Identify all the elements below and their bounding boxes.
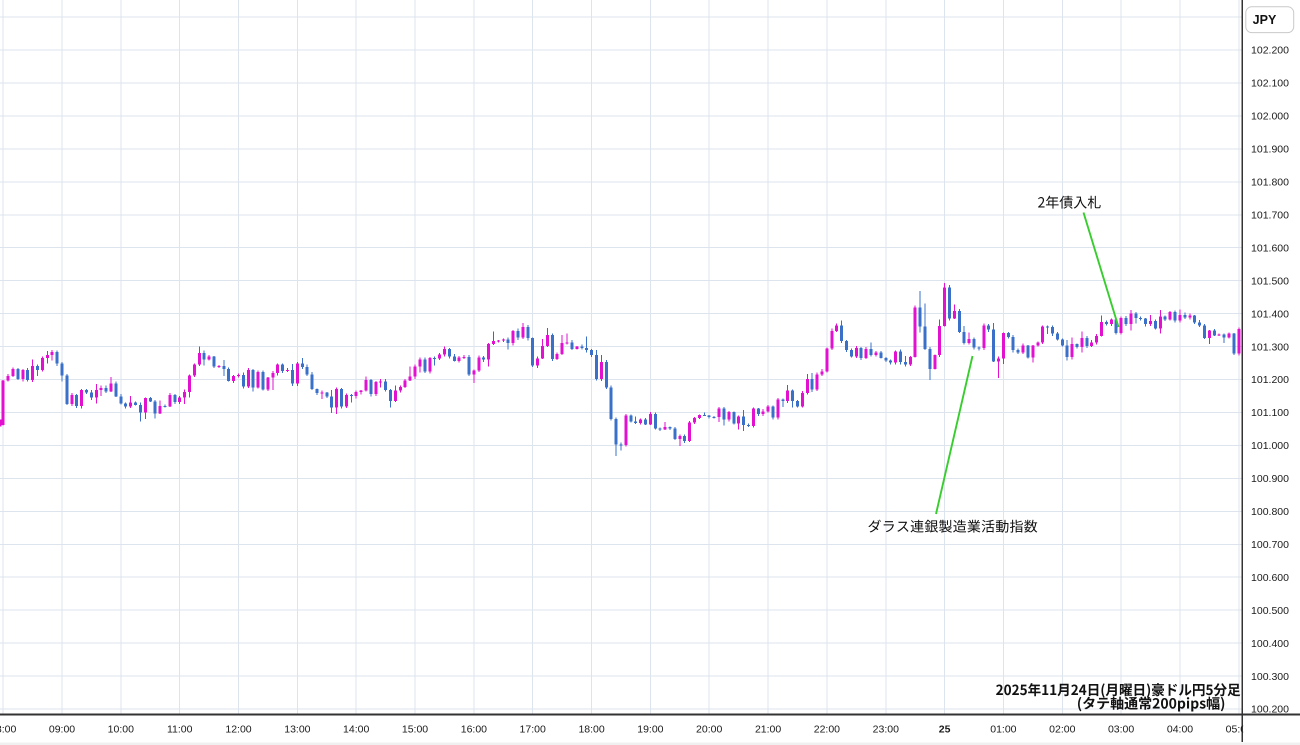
svg-text:16:00: 16:00 — [461, 724, 487, 736]
svg-text:14:00: 14:00 — [343, 724, 369, 736]
svg-text:100.400: 100.400 — [1251, 638, 1289, 650]
svg-text:101.300: 101.300 — [1251, 341, 1289, 353]
svg-text:101.700: 101.700 — [1251, 209, 1289, 221]
svg-text:100.600: 100.600 — [1251, 572, 1289, 584]
svg-text:13:00: 13:00 — [284, 724, 310, 736]
svg-text:100.700: 100.700 — [1251, 539, 1289, 551]
svg-text:22:00: 22:00 — [814, 724, 840, 736]
svg-text:09:00: 09:00 — [49, 724, 75, 736]
svg-text:12:00: 12:00 — [225, 724, 251, 736]
svg-text:101.200: 101.200 — [1251, 374, 1289, 386]
svg-text:04:00: 04:00 — [1167, 724, 1193, 736]
svg-text:08:00: 08:00 — [0, 724, 16, 736]
svg-text:102.200: 102.200 — [1251, 45, 1289, 57]
svg-text:100.500: 100.500 — [1251, 605, 1289, 617]
svg-text:23:00: 23:00 — [873, 724, 899, 736]
svg-text:JPY: JPY — [1253, 13, 1277, 27]
svg-text:101.800: 101.800 — [1251, 177, 1289, 189]
svg-text:03:00: 03:00 — [1108, 724, 1134, 736]
svg-text:100.200: 100.200 — [1251, 704, 1289, 716]
svg-text:18:00: 18:00 — [578, 724, 604, 736]
svg-text:101.000: 101.000 — [1251, 440, 1289, 452]
svg-text:101.900: 101.900 — [1251, 144, 1289, 156]
svg-text:02:00: 02:00 — [1049, 724, 1075, 736]
svg-text:100.300: 100.300 — [1251, 671, 1289, 683]
svg-text:102.100: 102.100 — [1251, 78, 1289, 90]
svg-text:101.500: 101.500 — [1251, 275, 1289, 287]
svg-text:11:00: 11:00 — [167, 724, 193, 736]
svg-text:101.100: 101.100 — [1251, 407, 1289, 419]
svg-text:20:00: 20:00 — [696, 724, 722, 736]
svg-text:10:00: 10:00 — [108, 724, 134, 736]
svg-text:05:00: 05:00 — [1226, 724, 1252, 736]
svg-text:25: 25 — [939, 724, 951, 736]
svg-text:100.800: 100.800 — [1251, 506, 1289, 518]
svg-text:15:00: 15:00 — [402, 724, 428, 736]
svg-text:102.000: 102.000 — [1251, 111, 1289, 123]
svg-text:17:00: 17:00 — [520, 724, 546, 736]
svg-text:19:00: 19:00 — [637, 724, 663, 736]
svg-text:101.600: 101.600 — [1251, 242, 1289, 254]
svg-text:101.400: 101.400 — [1251, 308, 1289, 320]
svg-text:100.900: 100.900 — [1251, 473, 1289, 485]
svg-text:21:00: 21:00 — [755, 724, 781, 736]
svg-text:01:00: 01:00 — [990, 724, 1016, 736]
